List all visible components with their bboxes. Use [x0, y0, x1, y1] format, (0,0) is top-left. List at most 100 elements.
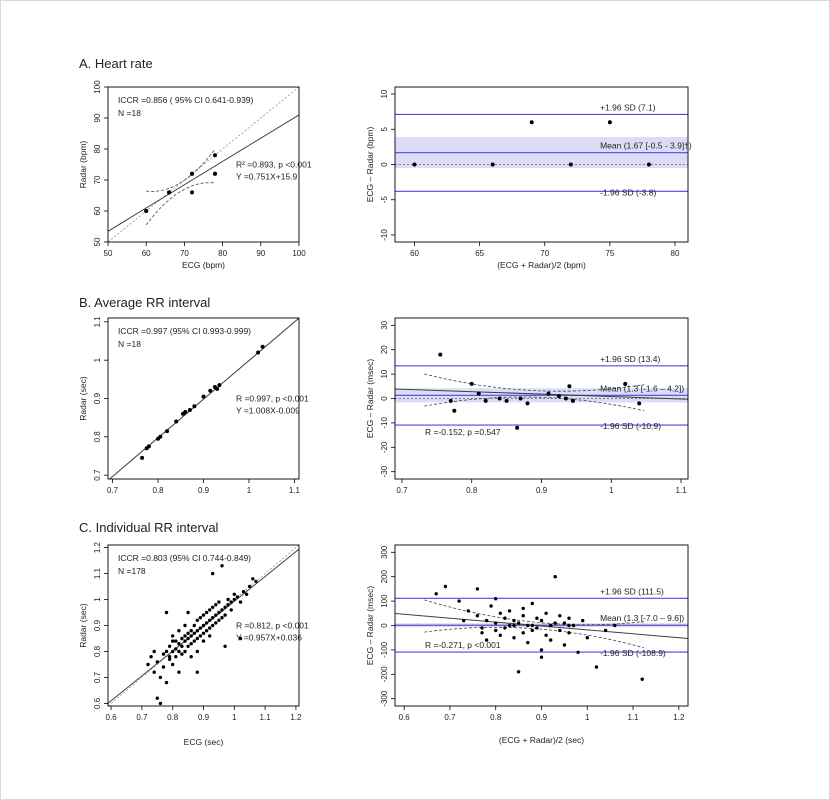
y-tick-label: -300	[380, 690, 389, 707]
data-point	[544, 633, 548, 637]
data-point	[180, 644, 184, 648]
fit-annotation: R =0.812, p <0.001	[236, 621, 309, 631]
plot-area	[108, 87, 299, 242]
data-point	[146, 444, 151, 449]
data-point	[186, 631, 190, 635]
data-point	[201, 639, 206, 643]
data-point	[198, 616, 203, 620]
data-point	[220, 616, 224, 620]
data-point	[213, 153, 217, 158]
data-point	[183, 409, 188, 414]
data-point	[171, 634, 175, 638]
data-point	[521, 606, 525, 611]
panel-title: A. Heart rate	[79, 56, 153, 71]
fit-annotation: Y =0.751X+15.9	[236, 172, 298, 182]
data-point	[443, 584, 448, 589]
y-tick-label: 0	[380, 396, 389, 401]
data-point	[507, 609, 512, 613]
data-point	[217, 610, 221, 615]
data-point	[174, 647, 178, 651]
x-tick-label: 60	[142, 249, 151, 258]
y-tick-label: 30	[380, 320, 389, 329]
data-point	[558, 628, 562, 633]
data-point	[585, 636, 589, 640]
x-tick-label: 1.1	[675, 486, 687, 495]
y-tick-label: 10	[380, 89, 389, 98]
data-point	[497, 396, 502, 401]
data-point	[217, 383, 222, 388]
data-point	[558, 614, 562, 618]
data-point	[174, 655, 178, 659]
y-tick-label: 0.8	[93, 431, 102, 443]
data-point	[494, 597, 498, 601]
data-point	[490, 162, 495, 167]
data-point	[494, 621, 498, 625]
x-tick-label: 0.7	[444, 713, 456, 722]
data-point	[201, 623, 206, 628]
limit-label: -1.96 SD (-108.9)	[600, 648, 666, 658]
y-axis-label: Radar (bpm)	[78, 140, 88, 188]
x-tick-label: 1.2	[673, 713, 685, 722]
data-point	[201, 394, 206, 399]
x-tick-label: 0.8	[490, 713, 502, 722]
x-tick-label: 0.8	[167, 713, 179, 722]
data-point	[195, 636, 199, 641]
data-point	[155, 660, 159, 664]
x-tick-label: 0.9	[198, 486, 210, 495]
data-point	[571, 623, 576, 628]
data-point	[189, 655, 193, 659]
data-point	[167, 655, 172, 659]
fit-annotation: Y =0.957X+0.036	[236, 633, 302, 643]
data-point	[613, 623, 617, 628]
y-tick-label: 300	[380, 545, 389, 559]
data-point	[475, 587, 480, 591]
data-point	[167, 657, 172, 661]
data-point	[539, 618, 544, 623]
x-tick-label: 0.8	[466, 486, 478, 495]
stat-annotation: ICCR =0.997 (95% CI 0.993-0.999)	[118, 326, 251, 336]
data-point	[177, 629, 181, 633]
x-tick-label: 80	[218, 249, 227, 258]
data-point	[140, 455, 145, 460]
data-point	[180, 636, 184, 641]
data-point	[158, 675, 163, 680]
data-point	[146, 662, 150, 667]
data-point	[539, 648, 544, 652]
data-point	[503, 626, 507, 630]
data-point	[167, 190, 172, 195]
data-point	[171, 639, 175, 643]
y-tick-label: 1	[93, 597, 102, 602]
data-point	[251, 577, 255, 581]
data-point	[152, 649, 156, 654]
data-point	[549, 623, 553, 628]
data-point	[161, 652, 166, 656]
data-point	[208, 626, 212, 630]
x-tick-label: 1.1	[628, 713, 640, 722]
data-point	[190, 190, 194, 195]
y-tick-label: 70	[93, 175, 102, 184]
x-tick-label: 80	[671, 249, 680, 258]
plot-area	[108, 545, 299, 706]
data-point	[183, 649, 187, 654]
data-point	[530, 628, 534, 633]
data-point	[214, 603, 218, 607]
data-point	[535, 626, 539, 630]
fit-annotation: R =0.997, p <0.001	[236, 394, 309, 404]
panel-title: C. Individual RR interval	[79, 520, 219, 535]
data-point	[469, 381, 474, 386]
limit-label: Mean (1.3 [-1.6 – 4.2])	[600, 383, 684, 393]
data-point	[607, 120, 612, 125]
data-point	[195, 670, 199, 674]
regression-line	[108, 114, 299, 232]
x-tick-label: 100	[292, 249, 306, 258]
data-point	[260, 344, 265, 349]
data-point	[186, 610, 190, 615]
y-axis-label: ECG – Radar (bpm)	[365, 127, 375, 203]
y-tick-label: 0.8	[93, 645, 102, 657]
x-tick-label: 0.7	[136, 713, 148, 722]
data-point	[235, 595, 240, 599]
data-point	[213, 171, 217, 176]
plot-area	[108, 318, 299, 479]
correlation-annotation: R =-0.152, p =0.547	[425, 427, 501, 437]
